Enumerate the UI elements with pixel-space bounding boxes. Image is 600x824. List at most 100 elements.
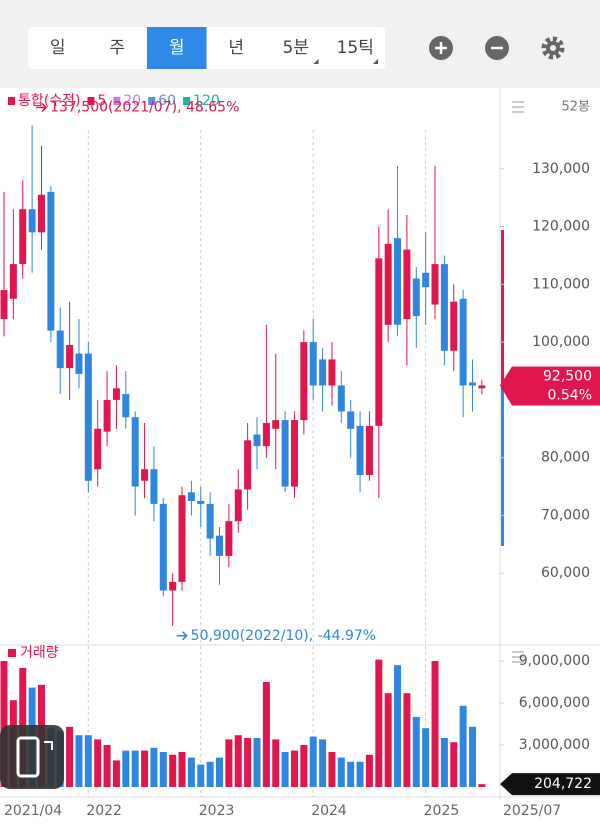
legend-label: 20 — [123, 93, 141, 109]
volume-bar — [459, 705, 467, 787]
y-tick-label: 120,000 — [532, 219, 590, 235]
legend-label: 5 — [97, 93, 106, 109]
candle-body — [431, 264, 439, 305]
volume-bar — [272, 739, 280, 787]
candle-body — [337, 385, 345, 412]
candle-body — [300, 342, 308, 421]
tab[interactable]: 월 — [169, 38, 185, 58]
y-tick-label: 130,000 — [532, 161, 590, 177]
annotation: 50,900(2022/10), -44.97% — [191, 628, 376, 644]
tab-corner — [313, 59, 319, 64]
candle-body — [47, 191, 55, 331]
volume-bar — [365, 754, 373, 787]
volume-bar — [412, 717, 420, 787]
zoom-in-icon — [435, 42, 447, 54]
volume-bar — [450, 742, 458, 787]
tab[interactable]: 년 — [228, 38, 244, 58]
tab[interactable]: 일 — [50, 38, 66, 58]
volume-legend-swatch — [8, 649, 16, 657]
candle-body — [319, 359, 327, 386]
volume-bar — [262, 682, 270, 787]
volume-bar — [375, 659, 383, 787]
candle-body — [84, 353, 92, 481]
volume-bar — [422, 728, 430, 787]
candle-body — [94, 428, 102, 470]
candle-body — [131, 417, 139, 487]
candle-body — [75, 353, 83, 374]
volume-bar — [234, 735, 242, 787]
volume-bar — [94, 739, 102, 787]
candle-body — [28, 209, 36, 233]
settings[interactable] — [541, 36, 565, 60]
candle-body — [328, 359, 336, 386]
candle-body — [206, 503, 214, 539]
volume-bar — [394, 665, 402, 787]
volume-tag-label: 204,722 — [534, 776, 592, 792]
candle-body — [234, 489, 242, 522]
candle-body — [253, 434, 261, 447]
candle-body — [459, 298, 467, 386]
volume-bar — [290, 750, 298, 787]
y-tick-label: 60,000 — [541, 565, 590, 581]
y-tick-label: 9,000,000 — [519, 653, 590, 669]
rotate-button[interactable] — [0, 725, 64, 789]
range-bar-up — [501, 230, 504, 390]
volume-bar — [300, 745, 308, 787]
candle-body — [0, 290, 8, 319]
tab-selected — [147, 27, 207, 69]
volume-bar — [66, 726, 74, 787]
volume-bar — [178, 752, 186, 787]
volume-bar — [281, 752, 289, 787]
volume-bar — [159, 752, 167, 787]
legend-swatch — [148, 97, 156, 105]
x-tick-label: 2022 — [86, 803, 122, 819]
legend-swatch — [87, 97, 95, 105]
legend-swatch — [8, 97, 15, 105]
tab[interactable]: 15틱 — [337, 38, 374, 58]
candle-body — [178, 495, 186, 582]
candle-body — [150, 469, 158, 504]
candle-body — [56, 330, 64, 369]
candle-body — [159, 503, 167, 591]
candle-body — [478, 385, 486, 389]
volume-bar — [328, 752, 336, 787]
volume-bar — [337, 757, 345, 787]
candle-body — [9, 264, 17, 299]
legend-label: 120 — [193, 93, 220, 109]
bar-count: 52봉 — [561, 100, 590, 115]
candle-body — [216, 535, 224, 556]
legend-swatch — [113, 97, 121, 105]
x-tick-label: 2025/07 — [503, 803, 561, 819]
y-tick-label: 6,000,000 — [519, 695, 590, 711]
candle-body — [66, 345, 74, 369]
menu-icon[interactable] — [512, 101, 524, 113]
candle-body — [225, 521, 233, 556]
rotate-icon — [16, 736, 40, 778]
x-tick-label: 2023 — [199, 803, 235, 819]
candle-body — [290, 420, 298, 487]
candle-body — [272, 420, 280, 429]
volume-bar — [169, 754, 177, 787]
x-tick-label: 2021/04 — [4, 803, 62, 819]
tab[interactable]: 주 — [109, 38, 125, 58]
annotation-arrow — [36, 102, 48, 112]
candle-body — [197, 501, 205, 504]
y-tick-label: 3,000,000 — [519, 737, 590, 753]
volume-bar — [309, 736, 317, 787]
candle-body — [141, 469, 149, 481]
volume-bar — [431, 661, 439, 787]
volume-bar — [206, 761, 214, 787]
candle-body — [422, 272, 430, 288]
tab-corner — [373, 59, 378, 64]
candle-body — [412, 278, 420, 317]
candle-body — [169, 581, 177, 591]
candle-body — [347, 411, 355, 429]
y-tick-label: 70,000 — [541, 507, 590, 523]
candle-body — [281, 420, 289, 487]
candle-body — [356, 425, 364, 475]
tab[interactable]: 5분 — [283, 38, 309, 58]
y-tick-label: 80,000 — [541, 450, 590, 466]
candle-body — [309, 342, 317, 386]
menu-icon[interactable] — [512, 651, 524, 663]
